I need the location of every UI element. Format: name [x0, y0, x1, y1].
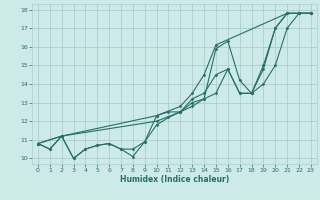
X-axis label: Humidex (Indice chaleur): Humidex (Indice chaleur) — [120, 175, 229, 184]
